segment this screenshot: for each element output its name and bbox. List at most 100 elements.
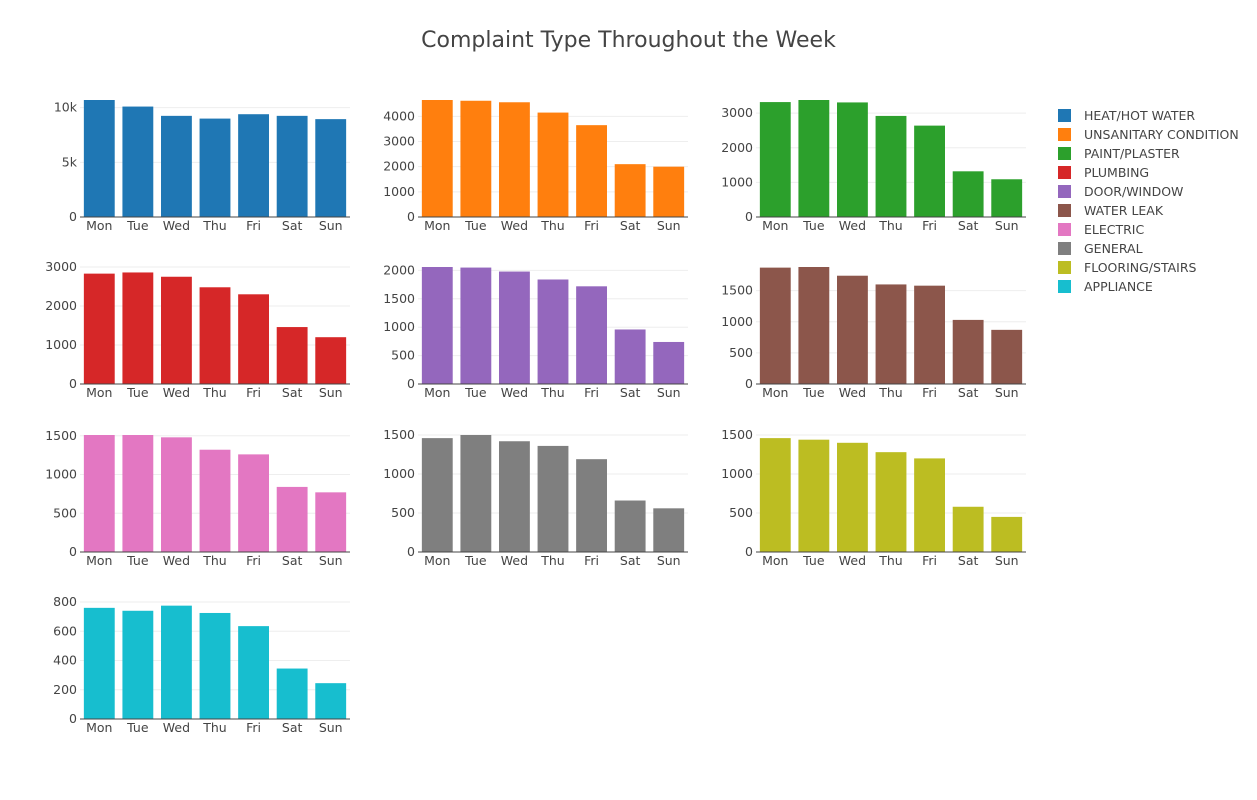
bar[interactable] <box>122 106 154 217</box>
bar[interactable] <box>653 341 685 384</box>
bar[interactable] <box>991 329 1023 384</box>
x-tick-label: Sun <box>319 720 343 735</box>
legend-item[interactable]: PLUMBING <box>1058 163 1239 182</box>
bar[interactable] <box>276 327 308 384</box>
bar[interactable] <box>199 118 231 217</box>
bar[interactable] <box>460 267 492 384</box>
bar[interactable] <box>238 294 269 384</box>
bar[interactable] <box>238 454 269 552</box>
bar[interactable] <box>837 442 868 552</box>
subplot-9: 0 200 400 600 800 Mon Tue Wed Thu Fri Sat Sun <box>53 594 350 735</box>
bar[interactable] <box>83 607 115 719</box>
y-tick-label: 1000 <box>383 184 415 199</box>
x-tick-label: Mon <box>86 218 112 233</box>
legend-item[interactable]: UNSANITARY CONDITION <box>1058 125 1239 144</box>
subplot-8: 0 500 1000 1500 Mon Tue Wed Thu Fri Sat Sun <box>721 427 1026 568</box>
bar[interactable] <box>759 438 791 552</box>
x-tick-label: Sun <box>995 385 1019 400</box>
x-tick-label: Sat <box>958 218 979 233</box>
bar[interactable] <box>499 441 530 552</box>
bar[interactable] <box>537 112 569 217</box>
bar[interactable] <box>315 119 347 217</box>
y-tick-label: 0 <box>407 544 415 559</box>
bar[interactable] <box>315 683 347 719</box>
x-tick-label: Tue <box>464 553 487 568</box>
bar[interactable] <box>122 435 154 552</box>
bar[interactable] <box>875 452 907 552</box>
bar[interactable] <box>614 500 646 552</box>
bar[interactable] <box>576 459 607 552</box>
bar[interactable] <box>83 435 115 552</box>
bar[interactable] <box>315 492 347 552</box>
bar[interactable] <box>653 166 685 217</box>
bar[interactable] <box>276 115 308 217</box>
bar[interactable] <box>315 337 347 384</box>
bar[interactable] <box>460 435 492 552</box>
y-tick-label: 1000 <box>383 319 415 334</box>
bar[interactable] <box>875 115 907 217</box>
bar[interactable] <box>421 267 453 384</box>
bar[interactable] <box>161 605 192 719</box>
legend-item[interactable]: APPLIANCE <box>1058 277 1239 296</box>
bar[interactable] <box>952 171 984 217</box>
bar[interactable] <box>798 439 830 552</box>
x-tick-label: Mon <box>86 720 112 735</box>
bar[interactable] <box>122 272 154 384</box>
bar[interactable] <box>199 287 231 384</box>
bar[interactable] <box>83 100 115 217</box>
bar[interactable] <box>238 626 269 719</box>
bar[interactable] <box>759 267 791 384</box>
legend-item[interactable]: HEAT/HOT WATER <box>1058 106 1239 125</box>
x-tick-label: Wed <box>501 553 528 568</box>
bar[interactable] <box>914 285 945 384</box>
bar[interactable] <box>914 458 945 552</box>
x-tick-label: Sun <box>657 553 681 568</box>
bar[interactable] <box>499 271 530 384</box>
bar[interactable] <box>837 275 868 384</box>
bar[interactable] <box>421 100 453 217</box>
legend-item[interactable]: FLOORING/STAIRS <box>1058 258 1239 277</box>
bar[interactable] <box>83 273 115 384</box>
legend-item[interactable]: DOOR/WINDOW <box>1058 182 1239 201</box>
bar[interactable] <box>537 279 569 384</box>
bar[interactable] <box>614 329 646 384</box>
bar[interactable] <box>276 486 308 552</box>
bar[interactable] <box>161 437 192 552</box>
bar[interactable] <box>421 438 453 552</box>
x-tick-label: Fri <box>584 553 599 568</box>
y-tick-label: 1500 <box>383 291 415 306</box>
bar[interactable] <box>914 125 945 217</box>
bar[interactable] <box>614 164 646 217</box>
x-tick-label: Tue <box>464 385 487 400</box>
bar[interactable] <box>161 276 192 384</box>
legend-item[interactable]: ELECTRIC <box>1058 220 1239 239</box>
legend-swatch <box>1058 166 1071 179</box>
bar[interactable] <box>199 612 231 719</box>
bar[interactable] <box>460 100 492 217</box>
bar[interactable] <box>238 114 269 217</box>
bar[interactable] <box>875 284 907 384</box>
bar[interactable] <box>837 102 868 217</box>
bar[interactable] <box>199 449 231 552</box>
bar[interactable] <box>276 668 308 719</box>
bar[interactable] <box>798 267 830 384</box>
bar[interactable] <box>122 610 154 719</box>
bar[interactable] <box>576 125 607 217</box>
bar[interactable] <box>759 102 791 217</box>
bar[interactable] <box>537 445 569 552</box>
bar[interactable] <box>952 319 984 384</box>
bar[interactable] <box>499 102 530 217</box>
x-tick-label: Sun <box>319 218 343 233</box>
bar[interactable] <box>991 516 1023 552</box>
legend-item[interactable]: WATER LEAK <box>1058 201 1239 220</box>
y-tick-label: 1000 <box>721 174 753 189</box>
legend-item[interactable]: PAINT/PLASTER <box>1058 144 1239 163</box>
bar[interactable] <box>161 115 192 217</box>
bar[interactable] <box>991 179 1023 217</box>
bar[interactable] <box>653 508 685 552</box>
legend-item[interactable]: GENERAL <box>1058 239 1239 258</box>
bar[interactable] <box>952 506 984 552</box>
bar[interactable] <box>576 286 607 384</box>
bar[interactable] <box>798 100 830 217</box>
x-tick-label: Tue <box>126 720 149 735</box>
